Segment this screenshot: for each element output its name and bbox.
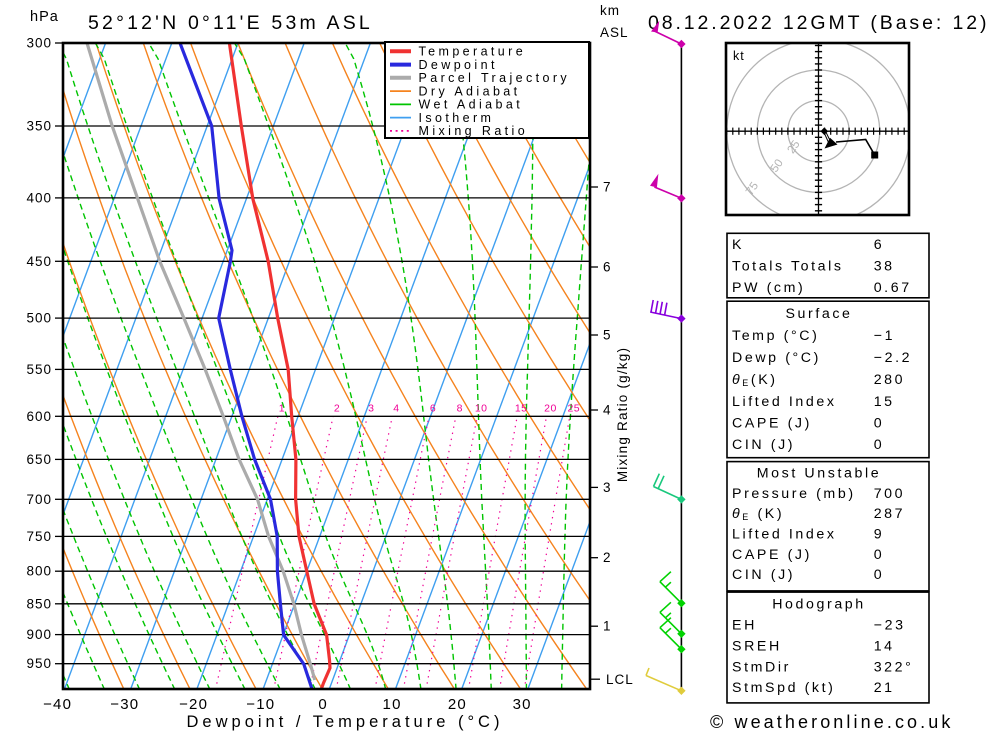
svg-text:CIN (J): CIN (J): [732, 437, 795, 453]
svg-text:StmDir: StmDir: [732, 659, 791, 675]
svg-text:3: 3: [368, 403, 374, 415]
svg-text:7: 7: [603, 180, 611, 195]
svg-text:PW (cm): PW (cm): [732, 280, 805, 296]
svg-text:3: 3: [603, 480, 611, 495]
svg-text:−2.2: −2.2: [874, 350, 912, 366]
svg-text:322°: 322°: [874, 659, 914, 675]
svg-text:6: 6: [603, 260, 611, 275]
svg-text:0: 0: [874, 567, 885, 583]
svg-text:Totals Totals: Totals Totals: [732, 259, 844, 275]
svg-text:ASL: ASL: [600, 25, 629, 40]
svg-text:287: 287: [874, 506, 905, 522]
svg-text:52°12'N 0°11'E 53m ASL: 52°12'N 0°11'E 53m ASL: [88, 12, 373, 34]
svg-text:Temperature: Temperature: [419, 45, 527, 59]
svg-text:450: 450: [26, 254, 52, 269]
svg-text:300: 300: [26, 36, 52, 51]
svg-text:2: 2: [603, 550, 611, 565]
svg-text:CAPE (J): CAPE (J): [732, 416, 812, 432]
svg-text:Surface: Surface: [785, 306, 852, 322]
svg-text:4: 4: [393, 403, 399, 415]
svg-text:Wet Adiabat: Wet Adiabat: [419, 98, 524, 112]
svg-text:20: 20: [448, 696, 467, 713]
svg-text:Dry Adiabat: Dry Adiabat: [419, 84, 521, 98]
svg-text:0: 0: [874, 437, 885, 453]
svg-text:Hodograph: Hodograph: [772, 596, 866, 612]
svg-text:SREH: SREH: [732, 639, 782, 655]
svg-text:6: 6: [430, 403, 436, 415]
svg-text:0: 0: [874, 416, 885, 432]
svg-text:θE(K): θE(K): [732, 372, 778, 388]
svg-text:6: 6: [874, 237, 885, 253]
svg-text:25: 25: [567, 403, 580, 415]
svg-text:Temp (°C): Temp (°C): [732, 328, 819, 344]
svg-text:Dewp (°C): Dewp (°C): [732, 350, 821, 366]
svg-text:10: 10: [383, 696, 402, 713]
svg-text:0.67: 0.67: [874, 280, 912, 296]
svg-text:Parcel Trajectory: Parcel Trajectory: [419, 71, 571, 85]
svg-text:Dewpoint / Temperature (°C): Dewpoint / Temperature (°C): [187, 713, 504, 731]
svg-text:CAPE (J): CAPE (J): [732, 547, 812, 563]
svg-text:950: 950: [26, 656, 52, 671]
svg-text:650: 650: [26, 452, 52, 467]
svg-text:CIN (J): CIN (J): [732, 567, 795, 583]
svg-text:21: 21: [874, 680, 895, 696]
svg-text:0: 0: [318, 696, 328, 713]
svg-text:280: 280: [874, 372, 905, 388]
svg-text:kt: kt: [733, 49, 745, 63]
svg-text:10: 10: [475, 403, 488, 415]
svg-text:600: 600: [26, 409, 52, 424]
svg-text:4: 4: [603, 403, 611, 418]
svg-text:750: 750: [26, 529, 52, 544]
svg-text:15: 15: [515, 403, 528, 415]
svg-text:km: km: [600, 3, 620, 18]
svg-text:2: 2: [334, 403, 340, 415]
svg-text:550: 550: [26, 362, 52, 377]
svg-text:20: 20: [544, 403, 557, 415]
svg-text:08.12.2022 12GMT (Base: 12): 08.12.2022 12GMT (Base: 12): [648, 12, 989, 34]
svg-text:−30: −30: [110, 696, 139, 713]
svg-text:50: 50: [769, 157, 786, 174]
svg-text:9: 9: [874, 527, 885, 543]
svg-text:−20: −20: [179, 696, 208, 713]
svg-text:© weatheronline.co.uk: © weatheronline.co.uk: [710, 712, 953, 732]
svg-text:1: 1: [279, 403, 285, 415]
svg-text:−10: −10: [246, 696, 275, 713]
svg-text:400: 400: [26, 190, 52, 205]
svg-text:θE (K): θE (K): [732, 506, 784, 522]
svg-text:850: 850: [26, 596, 52, 611]
svg-text:30: 30: [513, 696, 532, 713]
svg-text:Mixing Ratio: Mixing Ratio: [419, 124, 529, 138]
svg-text:700: 700: [874, 486, 905, 502]
svg-text:StmSpd (kt): StmSpd (kt): [732, 680, 836, 696]
svg-text:−40: −40: [43, 696, 72, 713]
svg-text:75: 75: [744, 180, 761, 197]
svg-text:700: 700: [26, 492, 52, 507]
svg-text:8: 8: [457, 403, 463, 415]
svg-text:1: 1: [603, 619, 611, 634]
svg-text:Pressure (mb): Pressure (mb): [732, 486, 856, 502]
svg-text:500: 500: [26, 311, 52, 326]
svg-text:5: 5: [603, 328, 611, 343]
svg-text:14: 14: [874, 639, 895, 655]
svg-text:−1: −1: [874, 328, 895, 344]
svg-text:hPa: hPa: [30, 9, 59, 25]
svg-text:−23: −23: [874, 618, 906, 634]
svg-text:0: 0: [874, 547, 885, 563]
svg-text:Isotherm: Isotherm: [419, 111, 495, 125]
svg-text:LCL: LCL: [606, 672, 634, 687]
svg-text:800: 800: [26, 564, 52, 579]
svg-text:K: K: [732, 237, 744, 253]
svg-text:Most Unstable: Most Unstable: [757, 466, 881, 482]
svg-text:Dewpoint: Dewpoint: [419, 58, 498, 72]
svg-text:EH: EH: [732, 618, 757, 634]
svg-text:350: 350: [26, 119, 52, 134]
svg-text:900: 900: [26, 627, 52, 642]
svg-text:Lifted Index: Lifted Index: [732, 394, 837, 410]
svg-text:15: 15: [874, 394, 895, 410]
svg-text:38: 38: [874, 259, 895, 275]
svg-text:Lifted Index: Lifted Index: [732, 527, 837, 543]
svg-text:Mixing Ratio (g/kg): Mixing Ratio (g/kg): [615, 347, 630, 482]
